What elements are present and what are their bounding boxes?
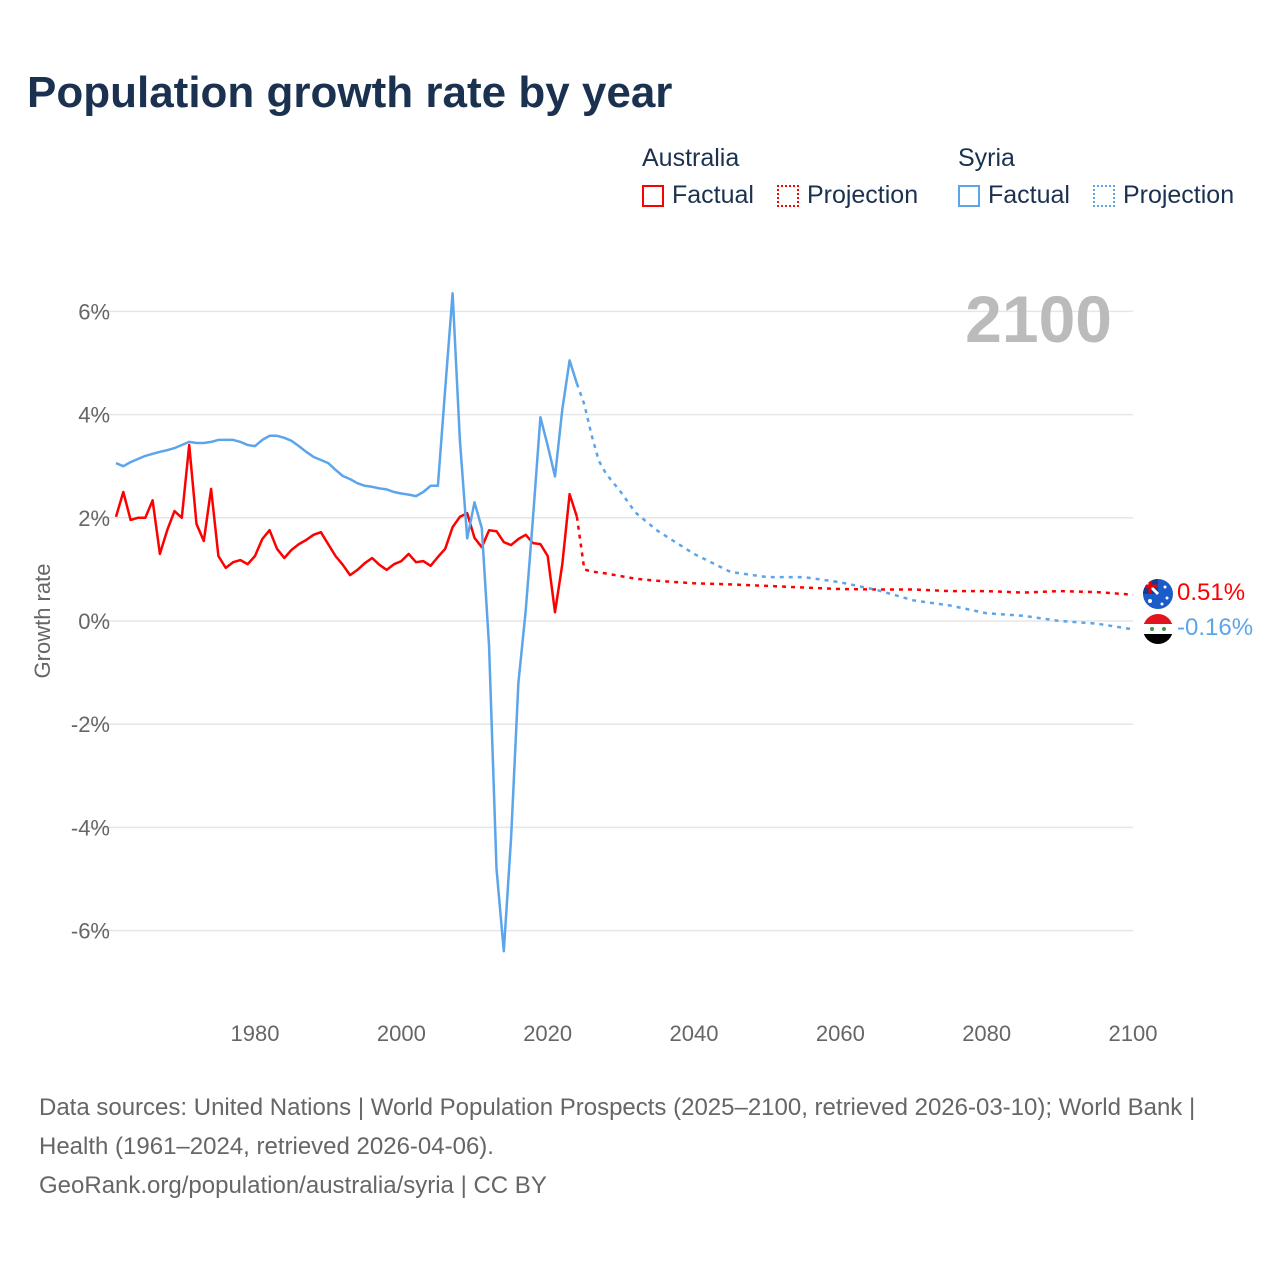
australia-factual-line [114,443,579,614]
legend-australia: Australia Factual Projection [642,144,934,214]
syria-flag-icon [1143,614,1173,644]
y-axis-label: Growth rate [30,564,55,679]
y-tick-label: 4% [78,403,110,428]
solid-swatch-icon [958,184,980,207]
x-tick-label: 2020 [523,1021,572,1046]
legend-label: Factual [672,181,754,209]
year-label: 2100 [965,282,1112,356]
data-sources: Data sources: United Nations | World Pop… [39,1094,1196,1160]
legend-syria-factual[interactable]: Factual [958,181,1070,210]
y-tick-label: 0% [78,609,110,634]
legend-syria: Syria Factual Projection [958,144,1250,214]
dotted-swatch-icon [776,184,799,207]
legend-country-label: Australia [642,144,740,172]
credit-link[interactable]: GeoRank.org/population/australia/syria |… [39,1172,547,1199]
x-tick-label: 2100 [1109,1021,1158,1046]
y-tick-label: -4% [71,815,110,840]
chart-title: Population growth rate by year [27,68,673,117]
legend-label: Projection [1122,181,1235,209]
x-tick-label: 2040 [670,1021,719,1046]
legend-australia-factual[interactable]: Factual [642,181,754,210]
syria-end-label: -0.16% [1177,614,1253,641]
y-tick-label: -2% [71,712,110,737]
australia-end-label: 0.51% [1177,579,1245,606]
australia-projection-line [575,516,1134,596]
x-tick-label: 2000 [377,1021,426,1046]
legend-label: Factual [988,181,1070,209]
x-tick-label: 1980 [231,1021,280,1046]
legend-label: Projection [806,181,919,209]
x-tick-label: 2060 [816,1021,865,1046]
dotted-swatch-icon [1092,184,1115,207]
y-tick-label: 6% [78,299,110,324]
legend-syria-projection[interactable]: Projection [1092,181,1235,210]
y-tick-label: 2% [78,506,110,531]
y-tick-label: -6% [71,919,110,944]
solid-swatch-icon [642,184,664,207]
syria-factual-line [115,292,579,953]
footer: Data sources: United Nations | World Pop… [39,1088,1239,1205]
x-tick-label: 2080 [962,1021,1011,1046]
legend-australia-projection[interactable]: Projection [776,181,919,210]
australia-flag-icon [1143,579,1173,609]
legend-country-label: Syria [958,144,1015,172]
syria-projection-line [575,383,1134,631]
